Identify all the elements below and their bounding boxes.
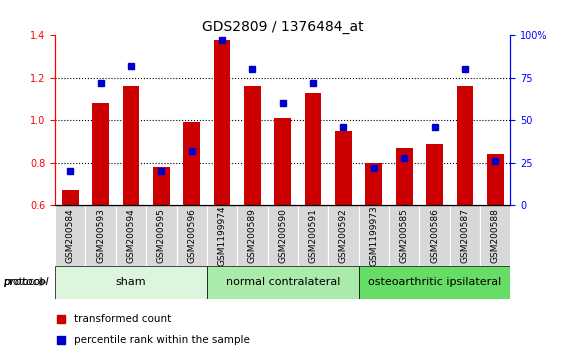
Bar (153, 167, 170, 205)
Title: GDS2809 / 1376484_at: GDS2809 / 1376484_at (202, 21, 364, 34)
Text: normal contralateral: normal contralateral (226, 277, 340, 287)
Bar (213, 40, 230, 205)
Text: sham: sham (115, 277, 146, 287)
Text: GSM200592: GSM200592 (339, 208, 348, 263)
Bar (389, 205, 419, 266)
Bar (358, 266, 510, 299)
Text: GSM200593: GSM200593 (96, 208, 105, 263)
Text: GSM200594: GSM200594 (126, 208, 136, 263)
Bar (456, 86, 473, 205)
Text: GSM200584: GSM200584 (66, 208, 75, 263)
Bar (122, 86, 139, 205)
Text: transformed count: transformed count (74, 314, 172, 324)
Bar (274, 118, 291, 205)
Bar (358, 205, 389, 266)
Bar (116, 205, 146, 266)
Bar (92, 103, 109, 205)
Bar (304, 93, 321, 205)
Bar (298, 205, 328, 266)
Bar (55, 266, 207, 299)
Bar (396, 148, 412, 205)
Bar (480, 205, 510, 266)
Text: GSM200595: GSM200595 (157, 208, 166, 263)
Text: osteoarthritic ipsilateral: osteoarthritic ipsilateral (368, 277, 501, 287)
Bar (450, 205, 480, 266)
Bar (328, 205, 358, 266)
Bar (176, 205, 207, 266)
Bar (267, 205, 298, 266)
Bar (55, 205, 85, 266)
Bar (207, 266, 358, 299)
Bar (365, 163, 382, 205)
Bar (487, 154, 503, 205)
Text: GSM200588: GSM200588 (491, 208, 500, 263)
Bar (244, 86, 261, 205)
Bar (207, 205, 237, 266)
Bar (85, 205, 116, 266)
Text: GSM200596: GSM200596 (187, 208, 196, 263)
Text: GSM200585: GSM200585 (400, 208, 409, 263)
Text: GSM200586: GSM200586 (430, 208, 439, 263)
Bar (426, 144, 443, 205)
Text: GSM200591: GSM200591 (309, 208, 318, 263)
Text: GSM1199974: GSM1199974 (218, 205, 227, 266)
Text: GSM200587: GSM200587 (461, 208, 469, 263)
Text: percentile rank within the sample: percentile rank within the sample (74, 335, 250, 345)
Bar (237, 205, 267, 266)
Text: protocol: protocol (3, 277, 42, 287)
Bar (146, 205, 176, 266)
Text: GSM200589: GSM200589 (248, 208, 257, 263)
Text: GSM200590: GSM200590 (278, 208, 287, 263)
Text: protocol: protocol (3, 277, 49, 287)
Bar (335, 131, 352, 205)
Text: GSM1199973: GSM1199973 (369, 205, 378, 266)
Bar (62, 190, 79, 205)
Bar (419, 205, 450, 266)
Bar (183, 122, 200, 205)
